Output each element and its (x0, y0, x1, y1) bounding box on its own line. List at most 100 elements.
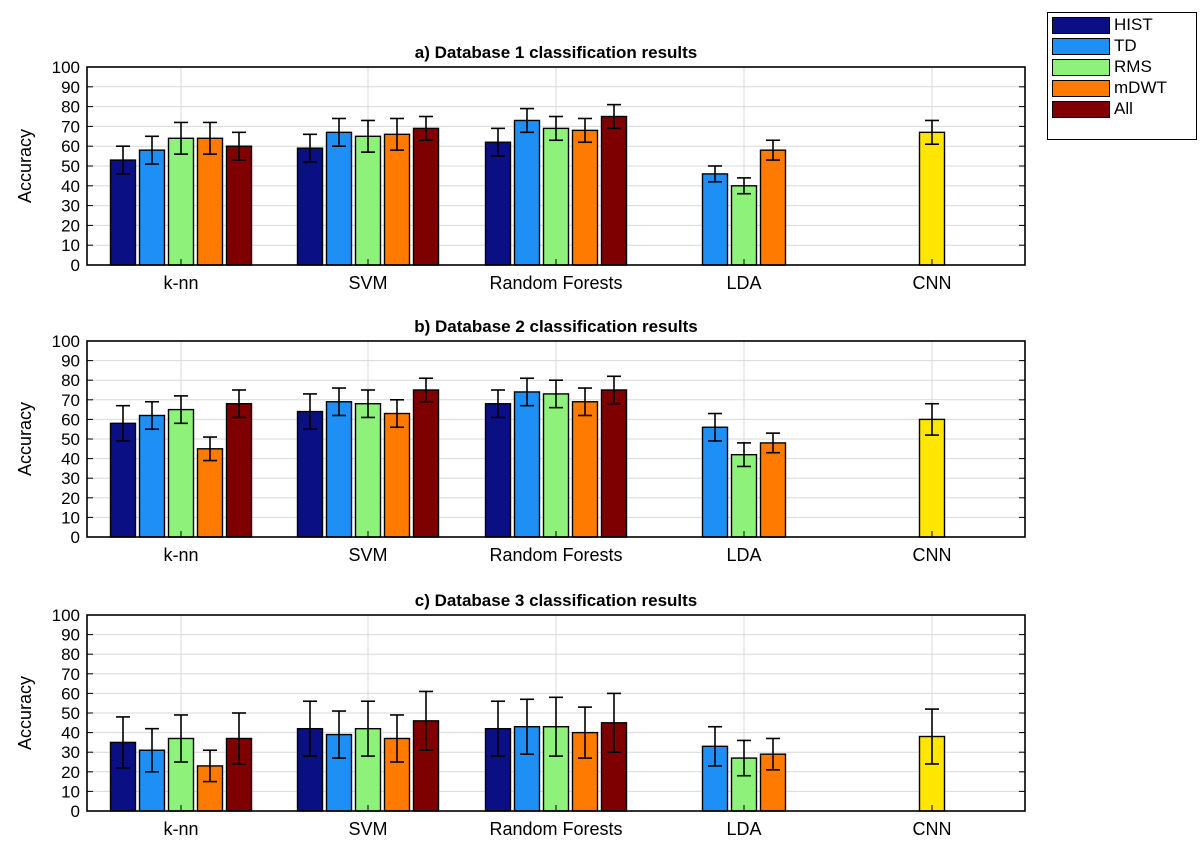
bar-1-td-2 (513, 119, 541, 266)
legend-item-rms: RMS (1052, 57, 1152, 77)
bar-2-td-0 (138, 414, 166, 538)
bar-1-td-0 (138, 149, 166, 266)
bar-1-hist-1 (296, 147, 324, 266)
ytick-label-1-70: 70 (61, 117, 80, 136)
xtick-label-3-4: CNN (913, 819, 952, 839)
bar-2-all-1 (412, 389, 440, 538)
bar-1-mdwt-1 (383, 133, 411, 266)
bar-2-td-2 (513, 391, 541, 538)
ytick-label-2-70: 70 (61, 391, 80, 410)
xtick-label-2-1: SVM (348, 545, 387, 565)
ytick-label-1-10: 10 (61, 236, 80, 255)
bar-1-mdwt-3 (759, 149, 787, 266)
ytick-label-3-10: 10 (61, 782, 80, 801)
bar-1-td-1 (325, 131, 353, 266)
ytick-label-2-80: 80 (61, 371, 80, 390)
ytick-label-2-90: 90 (61, 352, 80, 371)
bar-2-td-3 (701, 426, 729, 538)
bar-2-mdwt-1 (383, 412, 411, 538)
xtick-label-3-0: k-nn (163, 819, 198, 839)
ytick-label-1-100: 100 (52, 58, 80, 77)
ytick-label-3-60: 60 (61, 684, 80, 703)
xtick-label-3-2: Random Forests (489, 819, 622, 839)
bar-1-rms-0 (167, 137, 195, 266)
ytick-label-3-20: 20 (61, 763, 80, 782)
legend-item-all: All (1052, 99, 1133, 119)
bar-1-hist-2 (484, 141, 512, 266)
ytick-label-1-80: 80 (61, 98, 80, 117)
ytick-label-2-50: 50 (61, 430, 80, 449)
bar-2-hist-2 (484, 403, 512, 538)
ytick-label-2-20: 20 (61, 489, 80, 508)
bar-1-all-1 (412, 127, 440, 266)
bar-1-rms-1 (354, 135, 382, 266)
bar-1-cnn-4 (918, 131, 946, 266)
bar-1-rms-3 (730, 185, 758, 266)
xtick-label-2-4: CNN (913, 545, 952, 565)
legend: HIST TD RMS mDWT All (1047, 12, 1197, 140)
ytick-label-3-70: 70 (61, 665, 80, 684)
bar-2-rms-0 (167, 408, 195, 538)
legend-swatch-td (1052, 37, 1110, 55)
ytick-label-3-90: 90 (61, 626, 80, 645)
legend-swatch-mdwt (1052, 79, 1110, 97)
bar-2-all-0 (225, 403, 253, 538)
ytick-label-3-40: 40 (61, 724, 80, 743)
ytick-label-2-40: 40 (61, 450, 80, 469)
bar-2-rms-2 (542, 393, 570, 538)
chart-title-1: a) Database 1 classification results (415, 43, 698, 62)
legend-label-td: TD (1114, 36, 1137, 55)
xtick-label-1-2: Random Forests (489, 273, 622, 293)
bar-1-hist-0 (109, 159, 137, 266)
xtick-label-1-4: CNN (913, 273, 952, 293)
bar-1-mdwt-0 (196, 137, 224, 266)
bar-2-mdwt-2 (571, 401, 599, 538)
legend-item-td: TD (1052, 36, 1137, 56)
legend-label-rms: RMS (1114, 57, 1152, 76)
ytick-label-1-90: 90 (61, 78, 80, 97)
bar-3-hist-1 (296, 727, 324, 812)
legend-label-mdwt: mDWT (1114, 78, 1167, 97)
legend-swatch-rms (1052, 58, 1110, 76)
xtick-label-2-3: LDA (726, 545, 761, 565)
ytick-label-2-10: 10 (61, 508, 80, 527)
ytick-label-2-60: 60 (61, 410, 80, 429)
ylabel-2: Accuracy (15, 402, 35, 476)
xtick-label-2-2: Random Forests (489, 545, 622, 565)
bar-2-mdwt-3 (759, 442, 787, 538)
ytick-label-2-0: 0 (71, 528, 80, 547)
ylabel-3: Accuracy (15, 676, 35, 750)
chart-title-3: c) Database 3 classification results (415, 591, 698, 610)
ytick-label-3-30: 30 (61, 743, 80, 762)
bar-1-rms-2 (542, 127, 570, 266)
xtick-label-1-3: LDA (726, 273, 761, 293)
bar-2-rms-1 (354, 403, 382, 538)
bar-1-all-2 (600, 115, 628, 266)
xtick-label-3-3: LDA (726, 819, 761, 839)
xtick-label-3-1: SVM (348, 819, 387, 839)
ytick-label-3-50: 50 (61, 704, 80, 723)
bar-1-all-0 (225, 145, 253, 266)
chart-title-2: b) Database 2 classification results (414, 317, 697, 336)
ytick-label-1-60: 60 (61, 137, 80, 156)
ytick-label-2-100: 100 (52, 332, 80, 351)
ytick-label-2-30: 30 (61, 469, 80, 488)
legend-label-hist: HIST (1114, 15, 1153, 34)
xtick-label-1-0: k-nn (163, 273, 198, 293)
bar-1-mdwt-2 (571, 129, 599, 266)
bar-2-mdwt-0 (196, 448, 224, 538)
bar-2-all-2 (600, 389, 628, 538)
ytick-label-3-80: 80 (61, 645, 80, 664)
bar-1-td-3 (701, 173, 729, 266)
ytick-label-1-20: 20 (61, 216, 80, 235)
legend-item-mdwt: mDWT (1052, 78, 1167, 98)
ytick-label-1-30: 30 (61, 197, 80, 216)
ytick-label-1-0: 0 (71, 256, 80, 275)
bar-2-cnn-4 (918, 418, 946, 538)
legend-item-hist: HIST (1052, 15, 1153, 35)
ylabel-1: Accuracy (15, 129, 35, 203)
ytick-label-1-50: 50 (61, 157, 80, 176)
legend-swatch-all (1052, 100, 1110, 118)
bar-2-td-1 (325, 401, 353, 538)
